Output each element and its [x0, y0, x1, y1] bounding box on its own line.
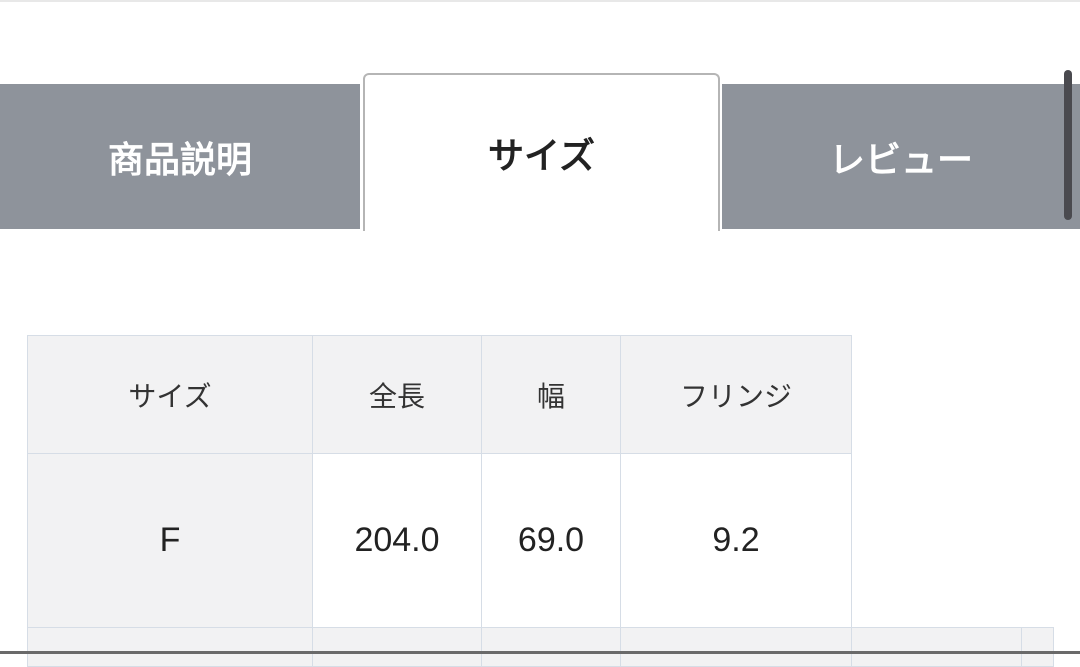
scrollbar[interactable]	[1064, 70, 1072, 220]
tab-label: サイズ	[488, 136, 595, 177]
tab-reviews[interactable]: レビュー	[722, 84, 1080, 229]
tab-size[interactable]: サイズ	[363, 73, 720, 231]
table-cell-empty	[481, 627, 621, 667]
bottom-edge	[0, 651, 1080, 654]
tab-label: レビュー	[828, 139, 973, 181]
table-cell-empty	[851, 627, 1022, 667]
table-header-length: 全長	[312, 335, 482, 454]
table-cell-size: F	[27, 453, 313, 628]
table-header-width: 幅	[481, 335, 621, 454]
table-header-fringe: フリンジ	[620, 335, 852, 454]
table-header-size: サイズ	[27, 335, 313, 454]
table-cell-empty	[620, 627, 852, 667]
table-cell-width: 69.0	[481, 453, 621, 628]
tab-product-description[interactable]: 商品説明	[0, 84, 360, 229]
table-cell-empty	[27, 627, 313, 667]
top-divider	[0, 0, 1080, 2]
table-cell-fringe: 9.2	[620, 453, 852, 628]
table-cell-length: 204.0	[312, 453, 482, 628]
table-cell-empty	[312, 627, 482, 667]
tab-label: 商品説明	[107, 139, 252, 181]
table-cell-empty	[1021, 627, 1054, 667]
